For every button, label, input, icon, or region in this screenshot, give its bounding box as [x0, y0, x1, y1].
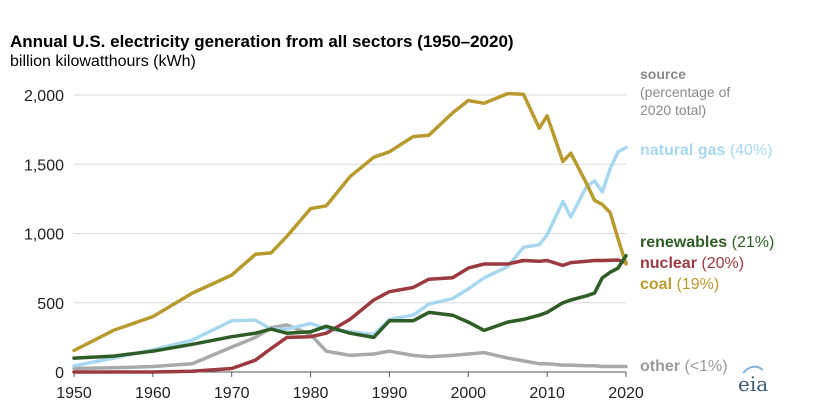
legend-natural-gas: natural gas (40%) — [640, 142, 773, 160]
legend-natural-gas-name: natural gas — [640, 142, 726, 159]
legend-coal: coal (19%) — [640, 276, 719, 294]
x-tick-label: 2020 — [608, 385, 644, 402]
x-tick-label: 1980 — [293, 385, 329, 402]
legend-renewables: renewables (21%) — [640, 234, 774, 252]
y-tick-label: 1,000 — [24, 227, 64, 244]
legend-renewables-name: renewables — [640, 234, 728, 251]
y-tick-label: 1,500 — [24, 157, 64, 174]
series-line-renewables — [72, 253, 628, 360]
x-tick-label: 1970 — [214, 385, 250, 402]
legend-other-name: other — [640, 358, 680, 375]
eia-logo-arc — [742, 365, 764, 374]
eia-logo: eia — [738, 372, 769, 396]
legend-other: other (<1%) — [640, 358, 728, 376]
legend-nuclear-share: (20%) — [701, 255, 745, 272]
x-tick-label: 1960 — [135, 385, 171, 402]
legend-renewables-share: (21%) — [731, 234, 775, 251]
series-line-nuclear — [72, 258, 628, 374]
y-tick-label: 0 — [55, 365, 64, 382]
legend-nuclear-name: nuclear — [640, 255, 697, 272]
legend-coal-share: (19%) — [676, 276, 720, 293]
legend-header-source: source — [640, 66, 686, 82]
legend-natural-gas-share: (40%) — [729, 142, 773, 159]
legend-header-line2: (percentage of — [640, 84, 731, 100]
x-tick-label: 1990 — [372, 385, 408, 402]
chart-title: Annual U.S. electricity generation from … — [10, 32, 514, 51]
x-tick-label: 2010 — [529, 385, 565, 402]
legend-coal-name: coal — [640, 276, 673, 293]
legend-nuclear: nuclear (20%) — [640, 255, 744, 273]
series-line-other — [72, 323, 628, 371]
y-tick-label: 500 — [37, 296, 64, 313]
x-tick-label: 1950 — [56, 385, 92, 402]
y-tick-label: 2,000 — [24, 88, 64, 105]
y-axis-label: billion kilowatthours (kWh) — [10, 53, 196, 70]
legend-header-line3: 2020 total) — [640, 102, 707, 118]
legend-header: source (percentage of 2020 total) — [640, 65, 730, 119]
x-tick-label: 2000 — [450, 385, 486, 402]
legend-other-share: (<1%) — [684, 358, 728, 375]
series-line-coal — [72, 91, 628, 353]
